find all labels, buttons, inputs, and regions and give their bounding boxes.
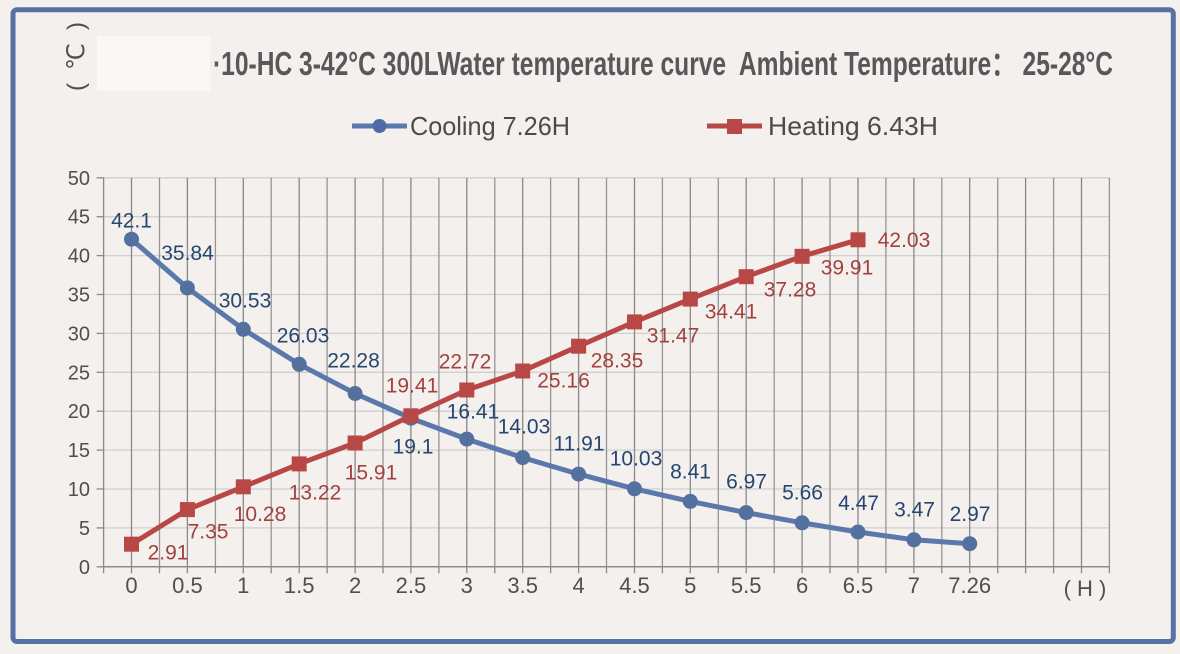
svg-text:7.35: 7.35 [188, 521, 229, 544]
svg-text:0.5: 0.5 [172, 573, 203, 598]
svg-text:6: 6 [796, 573, 808, 598]
svg-text:2: 2 [349, 573, 361, 598]
svg-text:37.28: 37.28 [764, 279, 817, 302]
svg-text:5: 5 [79, 518, 90, 540]
svg-text:30.53: 30.53 [219, 290, 272, 313]
svg-text:45: 45 [68, 207, 90, 229]
svg-text:15.91: 15.91 [345, 462, 398, 485]
svg-text:5: 5 [684, 573, 696, 598]
svg-text:5.5: 5.5 [731, 573, 762, 598]
svg-text:3.5: 3.5 [507, 573, 538, 598]
svg-text:( H ): ( H ) [1064, 576, 1107, 601]
svg-text:35: 35 [68, 285, 90, 307]
svg-text:2.97: 2.97 [950, 503, 991, 526]
svg-text:10.03: 10.03 [610, 448, 663, 471]
svg-text:26.03: 26.03 [277, 325, 330, 348]
svg-text:15: 15 [68, 440, 90, 462]
svg-text:30: 30 [68, 323, 90, 345]
svg-text:4.5: 4.5 [619, 573, 650, 598]
svg-text:25.16: 25.16 [537, 370, 590, 393]
svg-text:14.03: 14.03 [498, 416, 551, 439]
svg-text:10: 10 [68, 479, 90, 501]
svg-text:16.41: 16.41 [447, 401, 500, 424]
svg-text:22.72: 22.72 [439, 351, 492, 374]
svg-text:20: 20 [68, 401, 90, 423]
svg-text:2.91: 2.91 [148, 542, 189, 565]
svg-text:50: 50 [68, 168, 90, 190]
svg-text:34.41: 34.41 [705, 301, 758, 324]
svg-text:3.47: 3.47 [894, 499, 935, 522]
svg-text:4.47: 4.47 [838, 492, 879, 515]
svg-text:11.91: 11.91 [554, 433, 605, 456]
svg-text:10.28: 10.28 [234, 503, 287, 526]
svg-text:42.03: 42.03 [878, 229, 931, 252]
svg-text:40: 40 [68, 246, 90, 268]
svg-text:2.5: 2.5 [396, 573, 427, 598]
svg-text:4: 4 [572, 573, 584, 598]
svg-text:6.5: 6.5 [843, 573, 874, 598]
svg-text:19.1: 19.1 [393, 436, 434, 459]
svg-text:13.22: 13.22 [289, 482, 342, 505]
svg-text:25: 25 [68, 362, 90, 384]
svg-text:22.28: 22.28 [327, 350, 380, 373]
svg-text:5.66: 5.66 [782, 482, 823, 505]
svg-text:·10-HC 3-42°C 300LWater temper: ·10-HC 3-42°C 300LWater temperature curv… [213, 45, 1113, 82]
svg-text:7: 7 [908, 573, 920, 598]
svg-text:28.35: 28.35 [591, 350, 644, 373]
svg-text:7.26: 7.26 [948, 573, 991, 598]
svg-text:0: 0 [125, 573, 137, 598]
svg-text:6.97: 6.97 [726, 471, 767, 494]
svg-text:(℃): (℃) [63, 9, 90, 91]
svg-text:0: 0 [79, 557, 90, 579]
svg-text:Heating 6.43H: Heating 6.43H [768, 111, 938, 141]
svg-text:3: 3 [461, 573, 473, 598]
svg-text:1: 1 [237, 573, 249, 598]
svg-text:8.41: 8.41 [670, 461, 711, 484]
svg-text:35.84: 35.84 [161, 242, 214, 265]
svg-text:42.1: 42.1 [111, 210, 152, 233]
svg-text:19.41: 19.41 [386, 375, 439, 398]
svg-text:31.47: 31.47 [647, 325, 700, 348]
svg-text:1.5: 1.5 [284, 573, 315, 598]
svg-text:39.91: 39.91 [821, 257, 874, 280]
svg-text:Cooling 7.26H: Cooling 7.26H [410, 111, 570, 141]
